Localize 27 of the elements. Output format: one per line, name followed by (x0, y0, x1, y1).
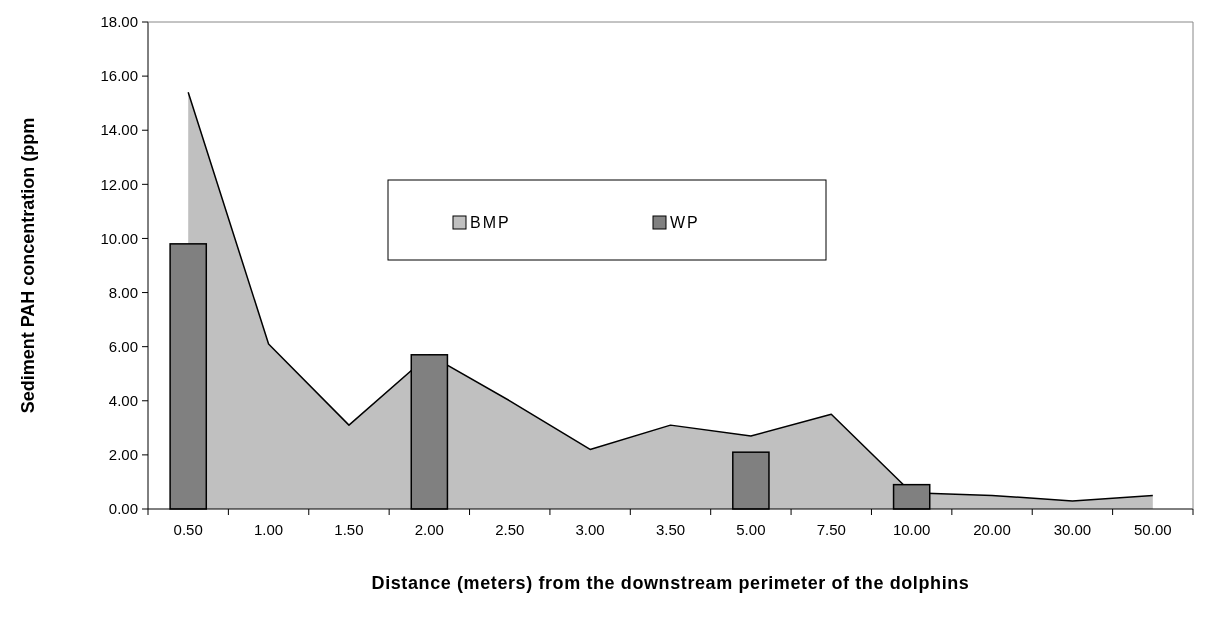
y-tick-label: 4.00 (108, 392, 138, 410)
x-tick-label: 7.50 (816, 521, 846, 538)
legend-label: BMP (470, 214, 511, 231)
x-tick-label: 2.00 (414, 521, 444, 538)
x-tick-label: 10.00 (892, 521, 931, 538)
x-tick-label: 20.00 (973, 521, 1011, 538)
x-tick-label: 50.00 (1134, 521, 1172, 538)
x-tick-label: 1.50 (334, 521, 364, 538)
x-tick-label: 3.00 (575, 521, 605, 538)
y-tick-label: 2.00 (108, 446, 138, 464)
y-tick-label: 0.00 (108, 500, 138, 518)
y-tick-label: 14.00 (100, 121, 138, 139)
y-tick-label: 18.00 (100, 13, 138, 31)
x-tick-label: 1.00 (253, 521, 284, 538)
y-tick-label: 10.00 (100, 229, 138, 247)
x-axis-title: Distance (meters) from the downstream perimeter of the dolphins (371, 573, 970, 593)
y-tick-label: 16.00 (100, 67, 138, 85)
y-tick-label: 8.00 (108, 283, 138, 301)
x-tick-label: 30.00 (1053, 521, 1092, 538)
x-tick-label: 0.50 (173, 521, 203, 538)
y-tick-label: 6.00 (108, 337, 138, 355)
x-tick-label: 5.00 (736, 521, 766, 538)
x-tick-label: 2.50 (495, 521, 525, 538)
y-tick-label: 12.00 (100, 175, 138, 193)
x-tick-label: 3.50 (655, 521, 686, 538)
y-axis-title: Sediment PAH concentration (ppm (18, 117, 38, 414)
legend-label: WP (670, 214, 700, 231)
